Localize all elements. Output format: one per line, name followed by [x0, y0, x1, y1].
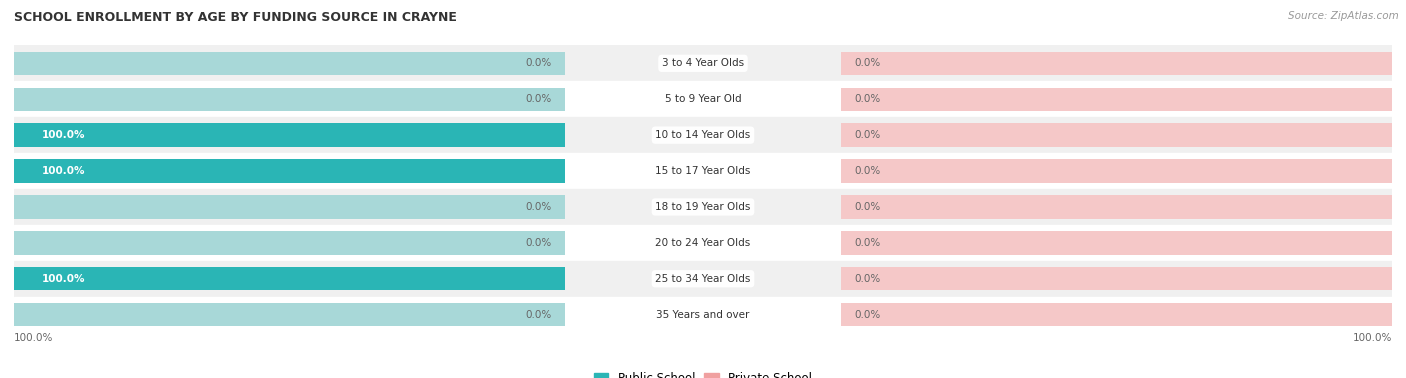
Text: 0.0%: 0.0%: [526, 58, 551, 68]
Text: 35 Years and over: 35 Years and over: [657, 310, 749, 320]
Bar: [14, 124, 565, 147]
Text: 18 to 19 Year Olds: 18 to 19 Year Olds: [655, 202, 751, 212]
Text: 0.0%: 0.0%: [855, 274, 880, 284]
Bar: [841, 267, 1392, 290]
Text: 100.0%: 100.0%: [1353, 333, 1392, 342]
Text: 0.0%: 0.0%: [855, 94, 880, 104]
Text: SCHOOL ENROLLMENT BY AGE BY FUNDING SOURCE IN CRAYNE: SCHOOL ENROLLMENT BY AGE BY FUNDING SOUR…: [14, 11, 457, 24]
Text: 100.0%: 100.0%: [42, 274, 86, 284]
Text: 25 to 34 Year Olds: 25 to 34 Year Olds: [655, 274, 751, 284]
Text: 0.0%: 0.0%: [855, 202, 880, 212]
Bar: [14, 153, 1392, 189]
Bar: [841, 52, 1392, 75]
Bar: [14, 303, 565, 326]
Text: 0.0%: 0.0%: [855, 310, 880, 320]
Bar: [14, 231, 565, 254]
Bar: [14, 81, 1392, 117]
Bar: [14, 225, 1392, 261]
Bar: [14, 267, 565, 290]
Bar: [14, 124, 565, 147]
Bar: [841, 88, 1392, 111]
Bar: [14, 160, 565, 183]
Text: 0.0%: 0.0%: [526, 310, 551, 320]
Text: 0.0%: 0.0%: [526, 94, 551, 104]
Text: 100.0%: 100.0%: [42, 130, 86, 140]
Text: 0.0%: 0.0%: [526, 238, 551, 248]
Text: 15 to 17 Year Olds: 15 to 17 Year Olds: [655, 166, 751, 176]
Bar: [14, 117, 1392, 153]
Text: 0.0%: 0.0%: [526, 202, 551, 212]
Bar: [841, 195, 1392, 218]
Text: 20 to 24 Year Olds: 20 to 24 Year Olds: [655, 238, 751, 248]
Bar: [14, 160, 565, 183]
Text: 5 to 9 Year Old: 5 to 9 Year Old: [665, 94, 741, 104]
Bar: [14, 88, 565, 111]
Bar: [841, 303, 1392, 326]
Text: 0.0%: 0.0%: [855, 166, 880, 176]
Text: 0.0%: 0.0%: [855, 58, 880, 68]
Bar: [14, 261, 1392, 297]
Bar: [14, 297, 1392, 333]
Legend: Public School, Private School: Public School, Private School: [589, 367, 817, 378]
Bar: [14, 52, 565, 75]
Text: Source: ZipAtlas.com: Source: ZipAtlas.com: [1288, 11, 1399, 21]
Text: 0.0%: 0.0%: [855, 238, 880, 248]
Text: 10 to 14 Year Olds: 10 to 14 Year Olds: [655, 130, 751, 140]
Bar: [841, 160, 1392, 183]
Bar: [14, 189, 1392, 225]
Bar: [14, 267, 565, 290]
Bar: [14, 195, 565, 218]
Text: 3 to 4 Year Olds: 3 to 4 Year Olds: [662, 58, 744, 68]
Bar: [841, 124, 1392, 147]
Bar: [841, 231, 1392, 254]
Text: 100.0%: 100.0%: [14, 333, 53, 342]
Text: 0.0%: 0.0%: [855, 130, 880, 140]
Text: 100.0%: 100.0%: [42, 166, 86, 176]
Bar: [14, 45, 1392, 81]
